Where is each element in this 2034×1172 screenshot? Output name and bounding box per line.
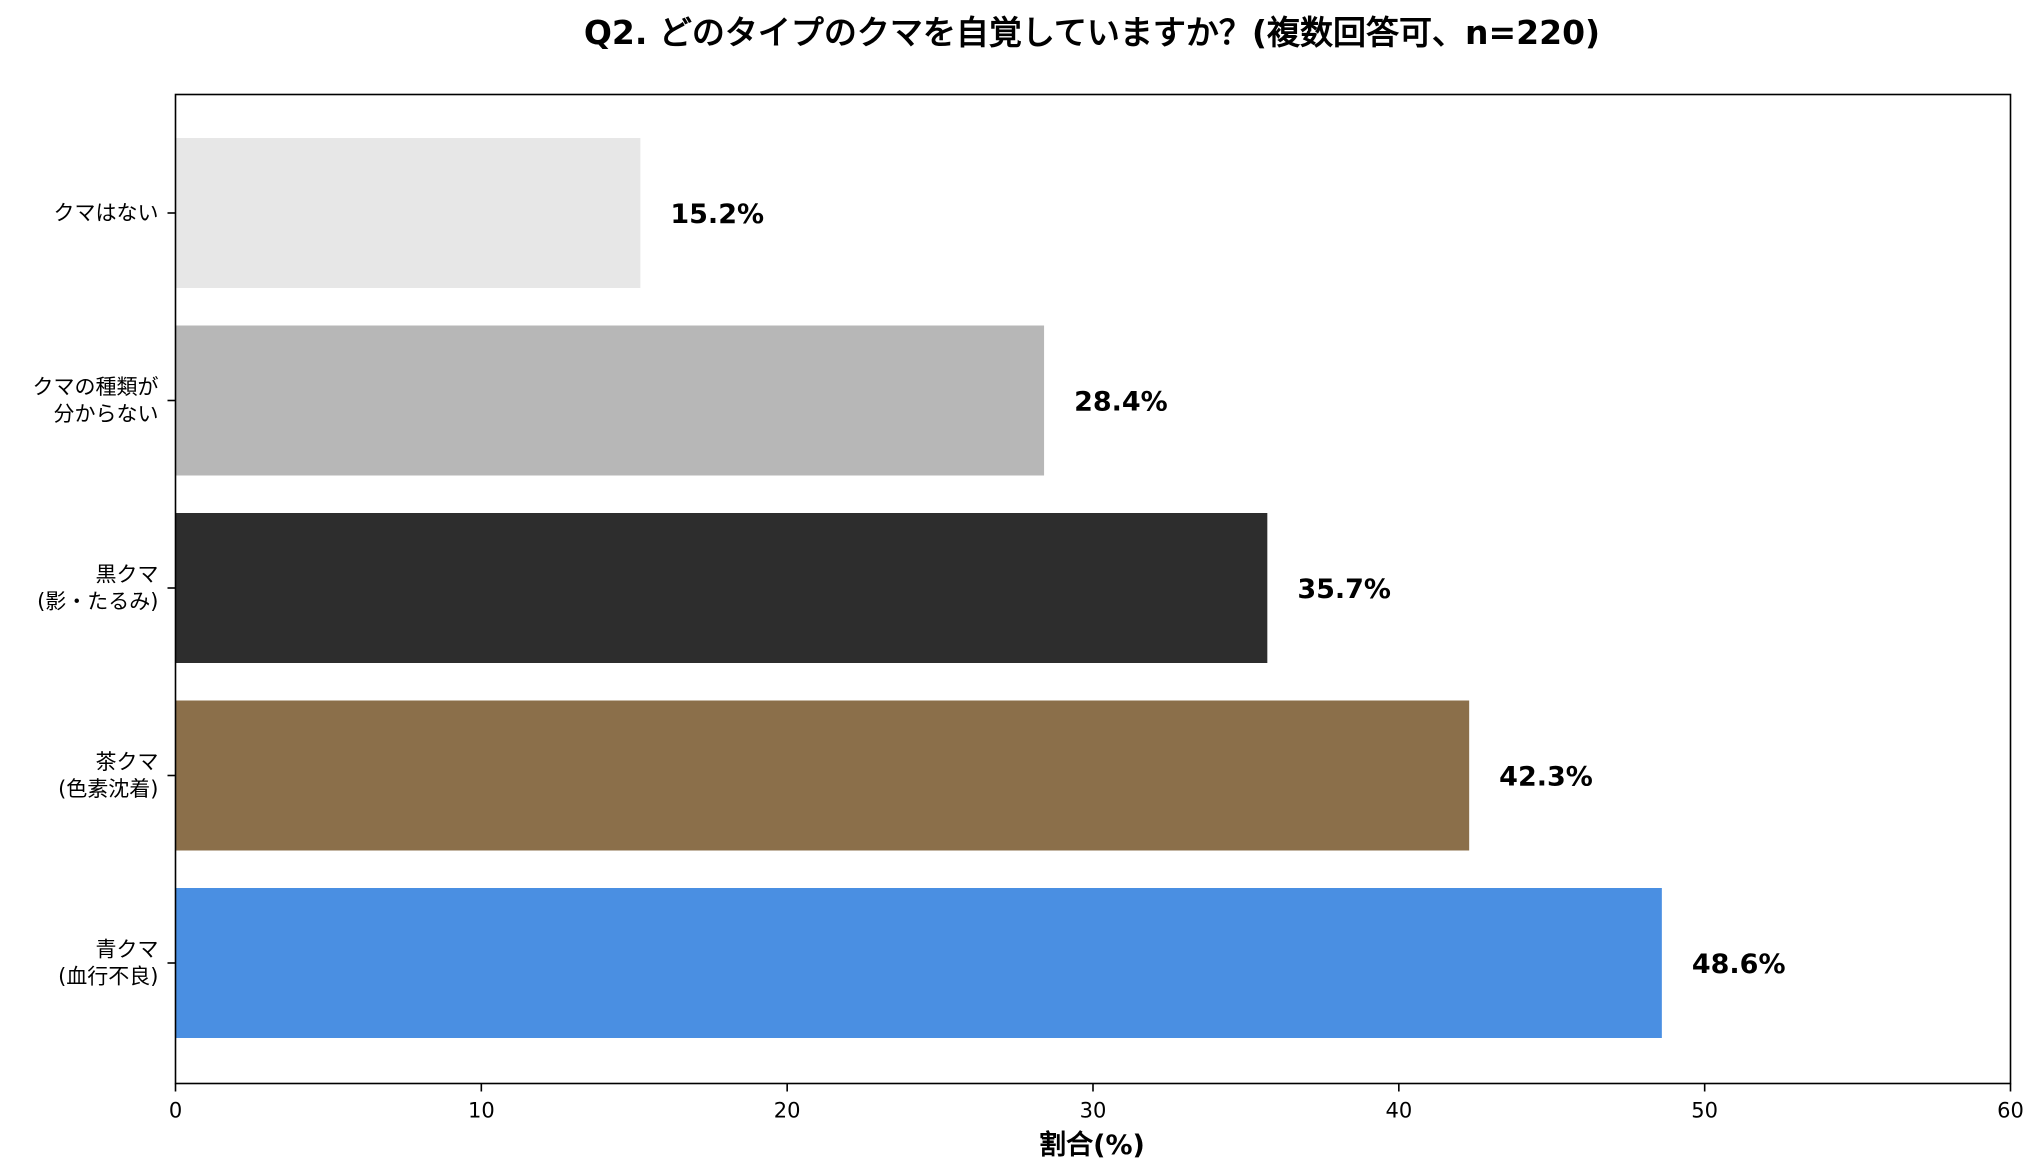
category-label: (影・たるみ) bbox=[37, 590, 158, 614]
plot-frame bbox=[174, 93, 2012, 1085]
category-label: クマはない bbox=[54, 201, 159, 225]
bar bbox=[175, 513, 1268, 663]
category-label: クマの種類が bbox=[33, 375, 159, 399]
data-label: 28.4% bbox=[1074, 387, 1168, 418]
category-label: 茶クマ bbox=[96, 750, 159, 774]
data-label: 42.3% bbox=[1499, 762, 1593, 793]
bar bbox=[175, 888, 1662, 1038]
x-tick-label: 10 bbox=[468, 1099, 495, 1123]
bar bbox=[175, 700, 1470, 851]
x-axis-ticks: 0 10 20 30 40 50 60 bbox=[169, 1083, 2024, 1123]
bars-layer bbox=[175, 138, 1662, 1038]
x-tick-label: 50 bbox=[1691, 1099, 1718, 1123]
x-tick-label: 30 bbox=[1080, 1099, 1107, 1123]
x-tick-label: 60 bbox=[1997, 1099, 2024, 1123]
category-label: 青クマ bbox=[96, 938, 159, 962]
data-label: 48.6% bbox=[1692, 949, 1786, 980]
data-label: 15.2% bbox=[670, 199, 764, 230]
x-tick-label: 40 bbox=[1385, 1099, 1412, 1123]
category-label: 分からない bbox=[54, 402, 159, 426]
category-label: 黒クマ bbox=[96, 563, 159, 587]
chart-title: Q2. どのタイプのクマを自覚していますか？(複数回答可、n=220) bbox=[584, 13, 1600, 52]
data-labels: 15.2% 28.4% 35.7% 42.3% 48.6% bbox=[670, 199, 1785, 980]
bar bbox=[175, 325, 1045, 476]
x-tick-label: 0 bbox=[169, 1099, 182, 1123]
data-label: 35.7% bbox=[1297, 574, 1391, 605]
category-label: (色素沈着) bbox=[58, 777, 158, 801]
category-label: (血行不良) bbox=[58, 965, 158, 989]
x-axis-label: 割合(%) bbox=[1039, 1129, 1145, 1161]
bar bbox=[175, 138, 641, 288]
x-tick-label: 20 bbox=[774, 1099, 801, 1123]
